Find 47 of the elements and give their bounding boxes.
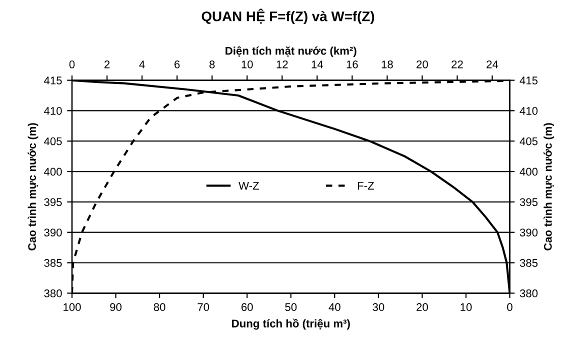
y2-axis-title: Cao trình mực nước (m) — [544, 123, 554, 250]
x-tick-label: 0 — [507, 303, 512, 312]
x2-tick-label: 22 — [452, 60, 463, 68]
x-tick-label: 40 — [328, 303, 340, 312]
y-axis-title: Cao trình mực nước (m) — [28, 123, 38, 250]
x2-tick-label: 4 — [139, 60, 145, 68]
x2-tick-label: 14 — [312, 60, 323, 68]
y2-tick-label: 415 — [520, 76, 538, 84]
x2-axis-title: Diện tích mặt nước (km²) — [226, 46, 356, 57]
x2-tick-label: 24 — [486, 60, 498, 68]
x2-tick-label: 8 — [209, 60, 215, 68]
x-tick-label: 20 — [416, 303, 428, 312]
y-tick-label: 415 — [44, 76, 62, 84]
x-tick-label: 60 — [241, 303, 253, 312]
x2-tick-label: 18 — [382, 60, 393, 68]
x2-tick-label: 0 — [69, 60, 75, 68]
x-tick-label: 100 — [64, 303, 81, 312]
y2-tick-label: 400 — [520, 168, 538, 176]
y-tick-label: 395 — [44, 198, 62, 206]
y2-tick-label: 410 — [520, 106, 538, 115]
y2-tick-label: 390 — [520, 228, 538, 236]
y-tick-label: 400 — [44, 168, 62, 176]
x2-tick-label: 16 — [346, 60, 358, 68]
y2-tick-label: 380 — [520, 289, 538, 298]
x-tick-label: 80 — [154, 303, 166, 312]
x2-tick-label: 20 — [416, 60, 428, 68]
y-tick-label: 405 — [44, 137, 62, 146]
x2-tick-label: 6 — [174, 60, 180, 68]
x2-tick-label: 2 — [104, 60, 110, 68]
y-tick-label: 410 — [44, 106, 62, 115]
x-tick-label: 50 — [285, 303, 297, 312]
x-tick-label: 70 — [198, 303, 210, 312]
y2-tick-label: 395 — [520, 198, 538, 206]
x-tick-label: 90 — [110, 303, 122, 312]
x2-tick-label: 10 — [242, 60, 253, 68]
y-tick-label: 385 — [44, 259, 62, 267]
x-tick-label: 30 — [372, 303, 384, 312]
y-tick-label: 390 — [44, 228, 62, 236]
x2-tick-label: 12 — [276, 60, 288, 68]
legend-label: W-Z — [238, 182, 259, 190]
y2-tick-label: 385 — [520, 259, 538, 267]
chart-title: QUAN HỆ F=f(Z) và W=f(Z) — [202, 8, 374, 24]
x-axis-title: Dung tích hồ (triệu m³) — [232, 318, 350, 330]
y2-tick-label: 405 — [520, 137, 538, 146]
y-tick-label: 380 — [44, 289, 62, 298]
x-tick-label: 10 — [460, 303, 472, 312]
legend-label: F-Z — [358, 182, 374, 190]
